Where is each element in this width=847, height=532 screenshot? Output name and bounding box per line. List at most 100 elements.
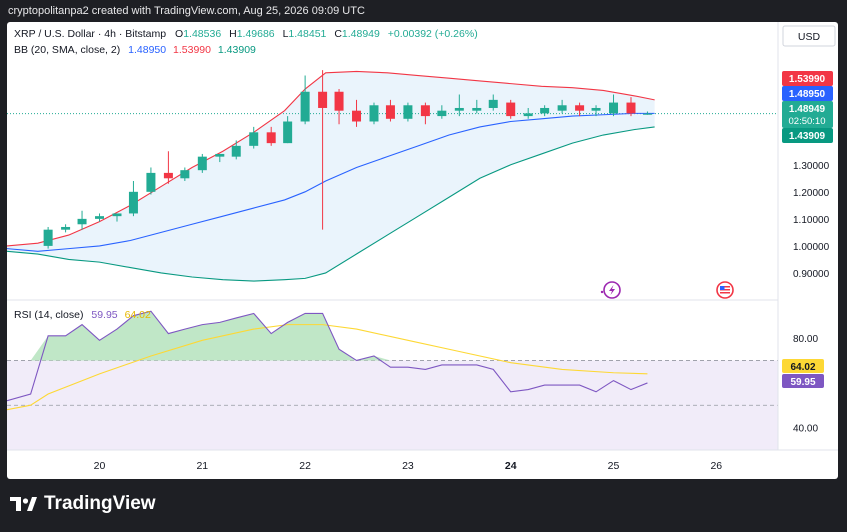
candle-body (146, 172, 156, 192)
candle (283, 116, 293, 144)
rsi-tick-label: 40.00 (793, 424, 818, 435)
candle (557, 99, 567, 114)
price-badge-upper-text: 1.53990 (789, 74, 826, 85)
chart-frame: 0.90000 1.00000 1.10000 1.20000 1.30000 40.0… (7, 22, 838, 479)
footer: TradingView (0, 479, 847, 532)
rsi-overbought-area (7, 311, 648, 361)
rsi-overbought-fill (7, 311, 648, 361)
tradingview-logo-icon (10, 497, 37, 511)
candle-body (385, 105, 395, 119)
candle (61, 224, 71, 233)
rsi-label: RSI (14, close) (14, 309, 83, 321)
rsi-badge-rsi-text: 59.95 (790, 377, 815, 388)
candle-body (163, 172, 173, 179)
bb-mid-value: 1.48950 (128, 44, 166, 56)
candle (180, 167, 190, 181)
candle (575, 102, 585, 117)
currency-button[interactable]: USD (782, 25, 836, 47)
chart-canvas[interactable]: 0.90000 1.00000 1.10000 1.20000 1.30000 40.0… (7, 22, 838, 479)
time-tick-label: 23 (402, 460, 414, 472)
rsi-badge-rsi: 59.95 (782, 374, 824, 388)
candle-body (540, 107, 550, 114)
candle (215, 153, 225, 163)
candle-body (523, 113, 533, 117)
candle-body (488, 99, 498, 108)
bb-basis-line (7, 112, 655, 252)
rsi-tick-label: 80.00 (793, 334, 818, 345)
candle (609, 94, 619, 117)
candle (266, 126, 276, 146)
candle-body (128, 191, 138, 214)
candle (420, 102, 430, 125)
candle (112, 213, 122, 222)
candle (591, 105, 601, 117)
time-tick-label: 24 (505, 460, 517, 472)
candle (540, 105, 550, 117)
candle (43, 226, 53, 249)
flash-icon[interactable] (600, 281, 621, 299)
candle-body (369, 105, 379, 122)
candle (95, 213, 105, 222)
candle (197, 153, 207, 173)
candle-body (77, 218, 87, 225)
candle-body (249, 132, 259, 146)
candle-body (454, 107, 464, 111)
rsi-axis[interactable]: 40.00 80.00 (793, 334, 818, 435)
candle-body (266, 132, 276, 144)
low-value: 1.48451 (288, 28, 326, 40)
bb-upper-value: 1.53990 (173, 44, 211, 56)
candle (472, 99, 482, 114)
low-label: L (283, 28, 289, 40)
candle-body (61, 226, 71, 230)
candle (300, 75, 310, 125)
candle-body (437, 110, 447, 117)
bb-label: BB (20, SMA, close, 2) (14, 44, 120, 56)
candle (77, 210, 87, 230)
candle-body (300, 91, 310, 122)
price-axis[interactable]: 0.90000 1.00000 1.10000 1.20000 1.30000 (793, 161, 830, 280)
time-axis[interactable]: 20 21 22 23 24 25 26 (94, 460, 723, 472)
price-tick-label: 1.10000 (793, 215, 830, 226)
price-badge-last-text: 1.48949 (789, 104, 826, 115)
candle (318, 70, 328, 230)
candle-body (231, 145, 241, 157)
bb-legend: BB (20, SMA, close, 2) 1.48950 1.53990 1… (14, 44, 256, 56)
high-label: H (229, 28, 237, 40)
candle (146, 167, 156, 195)
candle (385, 99, 395, 122)
open-value: 1.48536 (183, 28, 221, 40)
candle (369, 102, 379, 125)
candle-body (43, 229, 53, 246)
rsi-badge-ma: 64.02 (782, 359, 824, 373)
us-flag-icon[interactable] (716, 281, 734, 299)
bb-fill-area (7, 71, 655, 282)
tradingview-logo[interactable]: TradingView (10, 493, 156, 515)
candle-body (626, 102, 636, 114)
candle (163, 151, 173, 184)
candle-body (334, 91, 344, 111)
bollinger-band-fill (7, 71, 655, 282)
brand-name: TradingView (44, 493, 156, 514)
candle-body (318, 91, 328, 108)
candle (454, 94, 464, 117)
candle-body (403, 105, 413, 119)
candle-body (112, 213, 122, 217)
high-value: 1.49686 (237, 28, 275, 40)
price-badge-lower: 1.43909 (782, 128, 833, 143)
rsi-band (7, 360, 778, 451)
candle-body (642, 113, 652, 115)
price-tick-label: 0.90000 (793, 269, 830, 280)
candle (231, 140, 241, 160)
rsi-value: 59.95 (91, 309, 117, 321)
price-badge-last: 1.48949 02:50:10 (782, 101, 833, 128)
time-tick-label: 25 (608, 460, 620, 472)
candle-body (609, 102, 619, 114)
open-label: O (175, 28, 183, 40)
candle-body (575, 105, 585, 111)
price-tick-label: 1.00000 (793, 242, 830, 253)
currency-label[interactable]: USD (798, 31, 821, 43)
rsi-badge-ma-text: 64.02 (790, 362, 815, 373)
candle-body (591, 107, 601, 111)
candle (249, 126, 259, 149)
price-badge-mid: 1.48950 (782, 86, 833, 101)
